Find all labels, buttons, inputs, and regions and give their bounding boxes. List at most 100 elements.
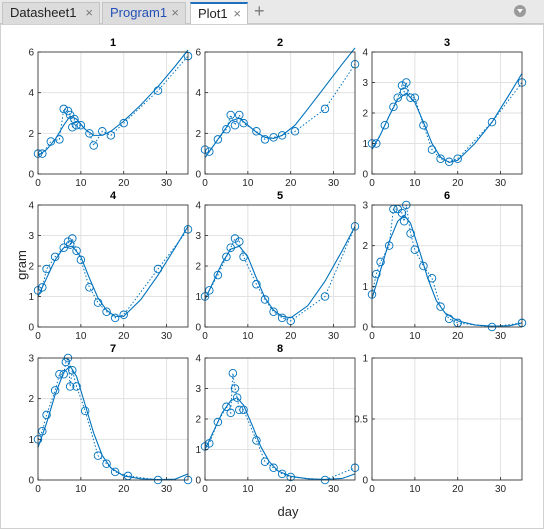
x-tick-label: 10 [75,331,87,342]
add-tab-icon[interactable]: + [254,1,265,21]
data-point [59,104,68,114]
y-tick-label: 1 [362,139,368,150]
data-point [290,127,300,136]
tab-menu-icon[interactable] [514,5,526,17]
data-point [444,314,454,324]
y-tick-label: 4 [28,201,34,212]
fit-line [371,214,523,327]
fit-line [371,73,523,163]
close-icon[interactable]: × [85,5,93,20]
tab-plot1[interactable]: Plot1 × [190,2,248,25]
x-tick-label: 30 [495,331,507,342]
y-tick-label: 1 [28,292,34,303]
data-point [55,135,64,144]
data-point [410,245,420,254]
tab-datasheet1[interactable]: Datasheet1 × [2,2,100,24]
data-point [252,280,261,289]
data-point [226,408,235,418]
data-point [239,405,248,415]
subplot-title: 5 [277,190,283,202]
y-tick-label: 3 [362,78,368,89]
data-point [63,237,73,246]
subplot-7: 0 10 20 30 0 1 2 3 7 [28,343,193,495]
subplot-5: 0 10 20 30 0 1 2 3 4 5 [195,190,360,342]
subplot-title: 4 [110,190,117,202]
y-tick-label: 1 [195,445,201,456]
data-point [68,122,77,132]
y-tick-label: 2 [195,415,201,426]
data-point [235,237,244,246]
subplot-title: 3 [444,37,450,49]
x-tick-label: 20 [452,331,464,342]
data-point [72,120,81,130]
data-point [68,234,77,243]
y-tick-label: 2 [195,262,201,273]
fit-line [204,396,356,480]
x-tick-label: 20 [452,178,464,189]
data-point [269,307,278,317]
data-point [436,302,445,311]
x-tick-label: 20 [285,178,297,189]
y-tick-label: 2 [28,262,34,273]
data-point [222,125,231,134]
data-point [277,469,287,479]
y-tick-label: 0 [28,323,34,334]
y-tick-label: 6 [28,48,34,59]
data-point [213,135,223,144]
x-tick-label: 10 [242,484,254,495]
y-tick-label: 4 [195,354,201,365]
subplot-title: 7 [110,343,116,355]
data-point [444,157,454,167]
x-tick-label: 20 [118,178,130,189]
data-point [205,147,214,156]
data-point [222,252,231,262]
y-tick-label: 4 [362,48,368,59]
x-tick-label: 30 [161,178,173,189]
data-point [85,283,94,292]
close-icon[interactable]: × [233,6,241,21]
data-point [213,417,223,427]
y-tick-label: 0 [28,170,34,181]
x-axis-label: day [278,504,299,519]
data-point [76,120,86,130]
data-point [419,120,428,130]
data-point [65,240,75,249]
data-point [230,384,240,393]
data-point [93,298,103,307]
x-tick-label: 30 [328,484,340,495]
subplot-3: 0 10 20 30 0 1 2 3 4 3 [362,37,527,189]
data-point [235,110,244,120]
subplot-title: 8 [277,343,283,355]
data-point [260,295,270,304]
data-point [453,154,462,163]
data-point [320,104,330,114]
x-tick-label: 30 [161,331,173,342]
data-point [389,102,398,112]
subplot-4: 0 10 20 30 0 1 2 3 4 4 [28,190,193,342]
x-tick-label: 30 [495,178,507,189]
data-point [320,292,330,301]
data-point [72,246,81,255]
data-point [406,229,415,238]
data-point [277,131,287,140]
y-tick-label: 1 [362,354,368,365]
data-point [376,257,385,267]
y-tick-label: 0 [195,476,201,487]
tab-program1[interactable]: Program1 × [102,2,186,24]
data-point [102,307,111,317]
y-tick-label: 2 [362,109,368,120]
data-point [153,264,163,274]
x-tick-label: 30 [328,331,340,342]
y-tick-label: 0 [362,476,368,487]
data-point [76,255,86,265]
x-tick-label: 0 [35,331,41,342]
y-tick-label: 4 [195,88,201,99]
y-tick-label: 2 [28,129,34,140]
data-point [63,106,73,116]
data-point [230,234,240,243]
data-point [393,204,402,214]
data-point [410,93,420,102]
close-icon[interactable]: × [171,5,179,20]
x-tick-label: 0 [202,484,208,495]
x-tick-label: 0 [35,178,41,189]
